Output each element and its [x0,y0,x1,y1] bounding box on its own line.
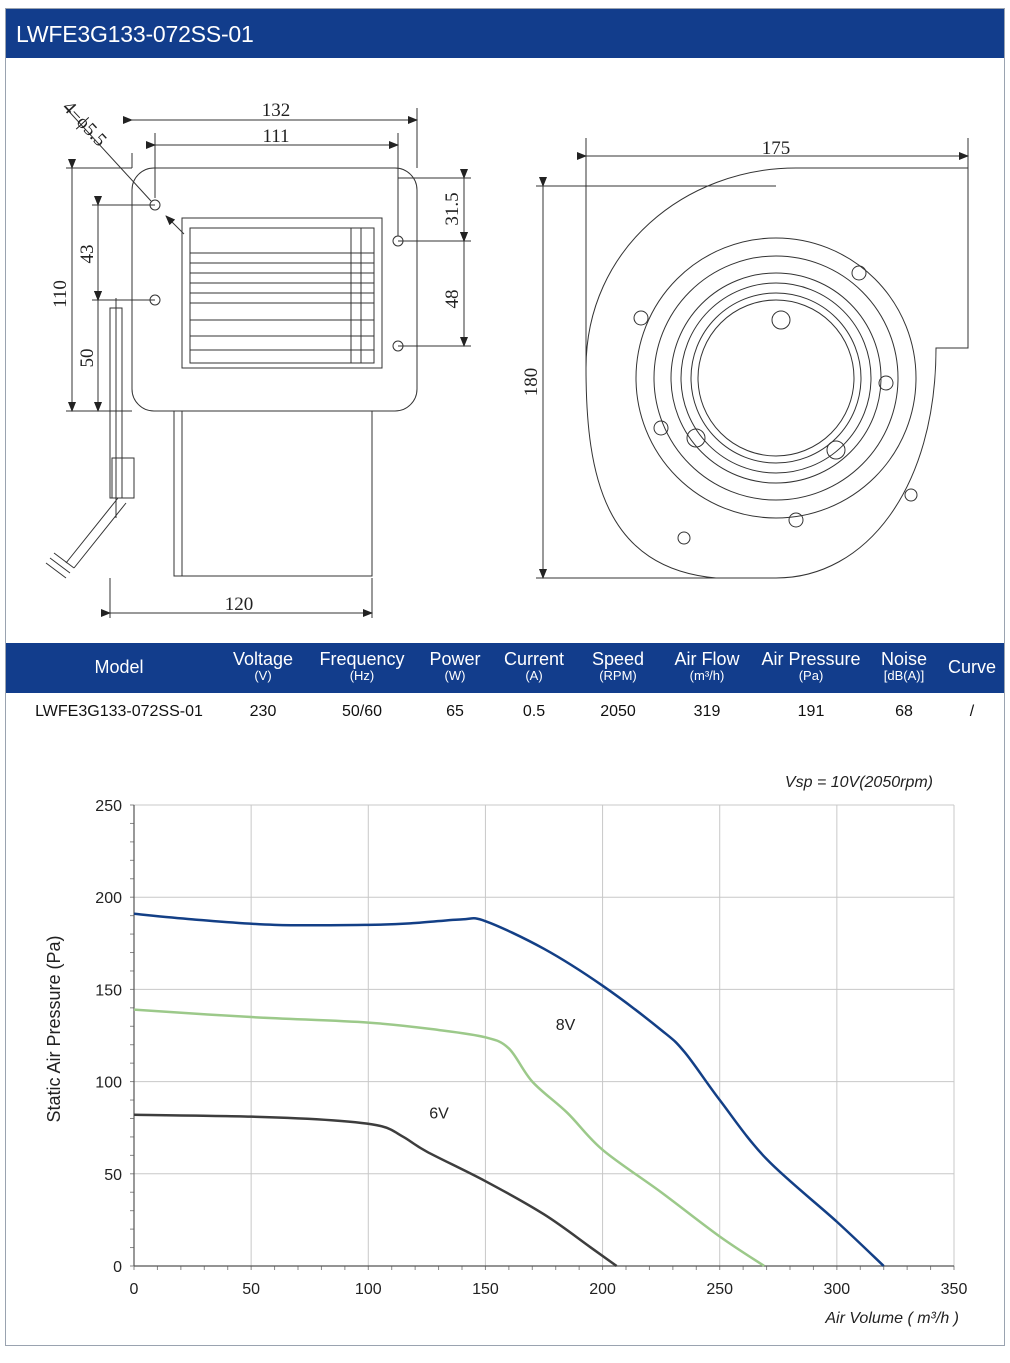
cell-current: 0.5 [522,703,546,720]
x-tick-label: 0 [130,1281,139,1298]
series-line-8V [133,1008,765,1268]
dim-50: 50 [77,349,98,368]
series-label-6V: 6V [429,1105,449,1122]
cell-voltage: 230 [249,703,277,720]
y-tick-label: 0 [113,1259,122,1276]
header-air-pressure: Air Pressure (Pa) [761,649,861,683]
title-bar: LWFE3G133-072SS-01 [6,9,1004,58]
header-frequency: Frequency (Hz) [319,649,405,683]
cell-power: 65 [446,703,464,720]
x-tick-label: 350 [941,1281,968,1298]
cell-model: LWFE3G133-072SS-01 [35,703,203,720]
header-model: Model [94,657,144,677]
header-air-flow: Air Flow (m³/h) [674,649,740,683]
x-tick-label: 250 [706,1281,733,1298]
series-line-max [133,912,885,1267]
header-current: Current (A) [503,649,565,683]
dim-hole: 4−ϕ5.5 [58,97,110,151]
x-tick-label: 200 [589,1281,616,1298]
chart-annotation: Vsp = 10V(2050rpm) [785,774,933,791]
spec-data-row: LWFE3G133-072SS-01 230 50/60 65 0.5 2050… [6,693,1004,731]
dim-111: 111 [262,126,289,147]
y-tick-label: 150 [95,982,122,999]
drawing-svg: 132 111 120 175 110 43 50 31.5 48 180 4−… [45,97,969,618]
motor-body [173,410,373,577]
dim-48: 48 [442,290,463,309]
scroll-housing [585,167,969,579]
x-axis-title: Air Volume ( m³/h ) [824,1310,959,1327]
spec-header-row: Model Voltage (V) Frequency (Hz) Power (W) … [6,643,1004,693]
dim-110: 110 [50,280,71,308]
header-noise: Noise [dB(A)] [880,649,928,683]
series-label-8V: 8V [556,1017,576,1034]
cell-curve: / [969,703,975,720]
product-title: LWFE3G133-072SS-01 [16,21,254,47]
cell-speed: 2050 [600,703,636,720]
header-voltage: Voltage (V) [232,649,294,683]
header-curve: Curve [947,657,996,677]
x-tick-label: 300 [824,1281,851,1298]
dim-132: 132 [262,100,291,121]
x-tick-label: 50 [242,1281,260,1298]
y-tick-label: 100 [95,1075,122,1092]
x-tick-label: 100 [355,1281,382,1298]
impeller-frame [181,217,383,369]
cell-frequency: 50/60 [341,703,383,720]
technical-drawing: 132 111 120 175 110 43 50 31.5 48 180 4−… [6,58,1004,643]
cell-noise: 68 [895,703,913,720]
datasheet: LWFE3G133-072SS-01 [5,8,1005,1346]
inlet-ring-outer [635,237,917,519]
performance-chart: 0 50 100 150 200 250 0 50 100 150 200 250 300 350 8V 6… [6,731,1004,1346]
spec-table: Model Voltage (V) Frequency (Hz) Power (W) … [6,643,1004,731]
dim-175: 175 [762,138,791,159]
header-power: Power (W) [429,649,481,683]
dim-120: 120 [225,594,254,615]
cable [65,497,127,569]
y-tick-label: 250 [95,798,122,815]
dim-31-5: 31.5 [442,192,463,225]
chart-svg: 0 50 100 150 200 250 0 50 100 150 200 250 300 350 8V 6… [44,774,968,1327]
series-line-6V [133,1113,618,1268]
header-speed: Speed (RPM) [591,649,645,683]
y-axis-title: Static Air Pressure (Pa) [44,935,64,1122]
x-tick-label: 150 [472,1281,499,1298]
cell-air-pressure: 191 [797,703,825,720]
cell-air-flow: 319 [693,703,721,720]
y-tick-label: 200 [95,890,122,907]
y-tick-label: 50 [104,1167,122,1184]
dim-43: 43 [77,245,98,264]
dim-180: 180 [521,368,542,397]
